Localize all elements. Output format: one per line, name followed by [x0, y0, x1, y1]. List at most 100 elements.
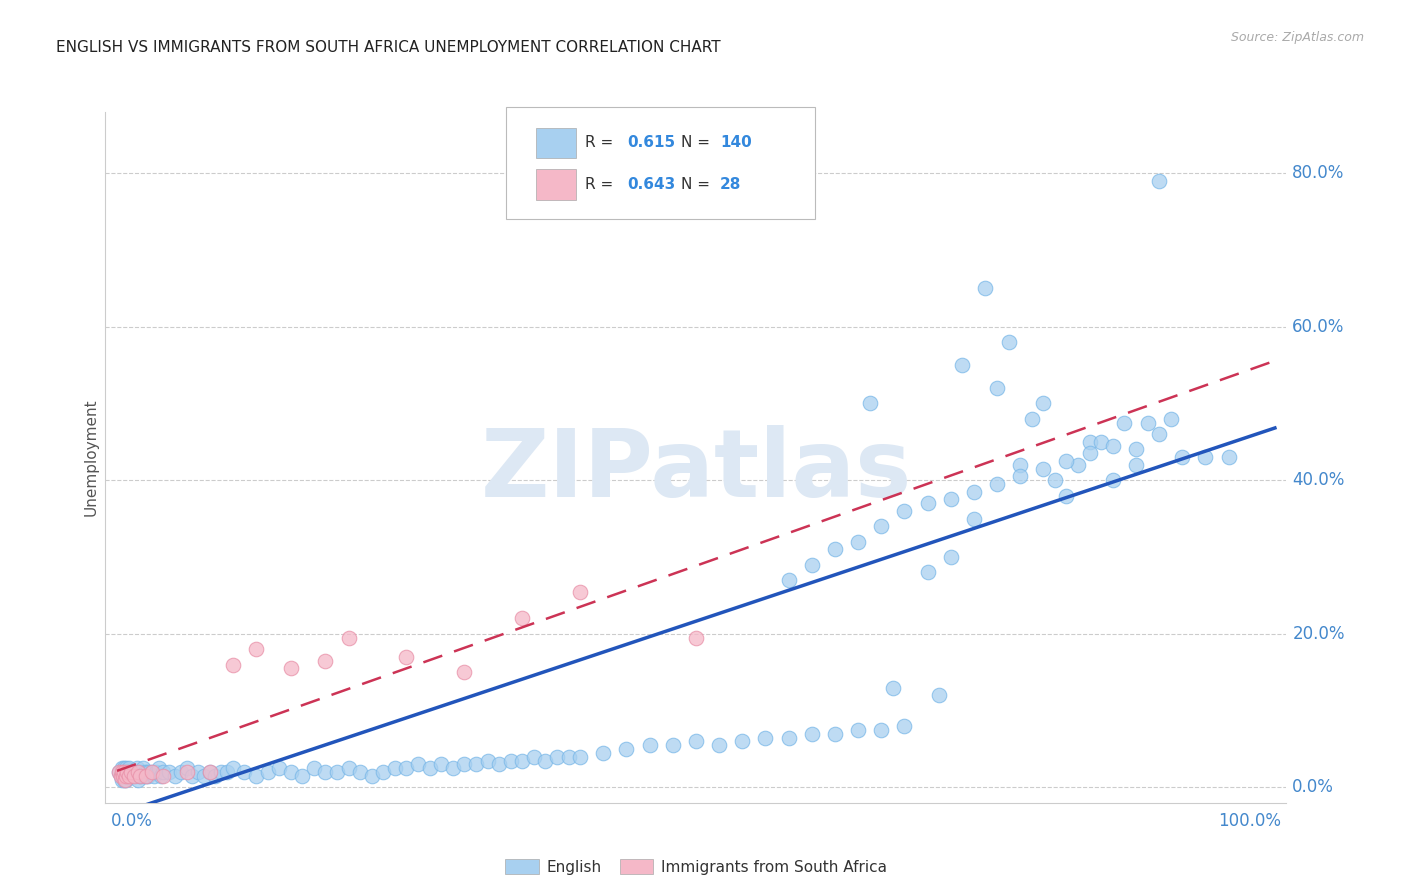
Point — [592, 746, 614, 760]
Point — [453, 757, 475, 772]
Point — [215, 765, 238, 780]
Point — [569, 584, 592, 599]
Point — [384, 761, 406, 775]
Point — [859, 396, 882, 410]
Point — [120, 765, 142, 780]
Point — [441, 761, 464, 775]
Point — [141, 765, 163, 780]
Point — [373, 765, 395, 780]
Text: ENGLISH VS IMMIGRANTS FROM SOUTH AFRICA UNEMPLOYMENT CORRELATION CHART: ENGLISH VS IMMIGRANTS FROM SOUTH AFRICA … — [56, 40, 721, 55]
Point — [193, 769, 215, 783]
Point — [117, 765, 139, 780]
Point — [1101, 439, 1123, 453]
Point — [1010, 469, 1032, 483]
Point — [117, 769, 139, 783]
Point — [138, 765, 160, 780]
Point — [117, 769, 139, 783]
Text: 40.0%: 40.0% — [1292, 471, 1344, 489]
Point — [131, 761, 153, 775]
Point — [997, 334, 1019, 349]
Point — [145, 765, 167, 780]
Point — [108, 765, 131, 780]
Point — [360, 769, 382, 783]
Point — [112, 761, 135, 775]
Text: 100.0%: 100.0% — [1218, 812, 1281, 830]
Point — [111, 769, 134, 783]
Point — [1147, 173, 1170, 188]
Point — [499, 754, 522, 768]
Text: N =: N = — [681, 136, 714, 150]
Point — [112, 765, 135, 780]
Point — [893, 504, 915, 518]
Point — [349, 765, 371, 780]
Point — [430, 757, 453, 772]
Point — [181, 769, 204, 783]
Point — [1147, 427, 1170, 442]
Point — [170, 765, 193, 780]
Point — [314, 654, 336, 668]
Point — [1160, 411, 1182, 425]
Point — [152, 765, 174, 780]
Legend: English, Immigrants from South Africa: English, Immigrants from South Africa — [505, 859, 887, 875]
Point — [453, 665, 475, 680]
Point — [986, 381, 1008, 395]
Text: R =: R = — [585, 136, 619, 150]
Point — [557, 749, 579, 764]
Point — [150, 769, 173, 783]
Point — [280, 661, 302, 675]
Point — [117, 765, 139, 780]
Point — [419, 761, 441, 775]
Point — [114, 765, 136, 780]
Point — [135, 769, 157, 783]
Point — [800, 558, 823, 572]
Point — [950, 358, 973, 372]
Point — [882, 681, 904, 695]
Point — [1171, 450, 1194, 464]
Point — [395, 761, 418, 775]
Point — [141, 765, 163, 780]
Point — [1101, 473, 1123, 487]
Point — [222, 761, 245, 775]
Point — [846, 723, 869, 737]
Point — [1136, 416, 1159, 430]
Point — [510, 611, 533, 625]
Point — [114, 772, 136, 787]
Text: 140: 140 — [720, 136, 752, 150]
Point — [245, 769, 267, 783]
Point — [1067, 458, 1090, 472]
Point — [1078, 446, 1101, 460]
Point — [143, 769, 166, 783]
Point — [163, 769, 186, 783]
Point — [124, 769, 146, 783]
Point — [148, 761, 170, 775]
Point — [800, 726, 823, 740]
Point — [198, 765, 221, 780]
Point — [111, 765, 134, 780]
Point — [1021, 411, 1043, 425]
Point — [136, 765, 159, 780]
Point — [136, 769, 159, 783]
Point — [291, 769, 314, 783]
Point — [465, 757, 488, 772]
Point — [1043, 473, 1066, 487]
Point — [523, 749, 546, 764]
Text: ZIPatlas: ZIPatlas — [481, 425, 911, 517]
Point — [326, 765, 349, 780]
Point — [685, 631, 707, 645]
Point — [939, 492, 962, 507]
Point — [1032, 396, 1054, 410]
Point — [963, 511, 986, 525]
Point — [269, 761, 291, 775]
Point — [302, 761, 325, 775]
Point — [129, 769, 152, 783]
Text: N =: N = — [681, 178, 714, 192]
Point — [280, 765, 302, 780]
Point — [127, 765, 149, 780]
Point — [132, 769, 155, 783]
Point — [108, 765, 131, 780]
Point — [135, 769, 157, 783]
Point — [121, 769, 143, 783]
Text: 60.0%: 60.0% — [1292, 318, 1344, 335]
Point — [127, 772, 149, 787]
Text: 28: 28 — [720, 178, 741, 192]
